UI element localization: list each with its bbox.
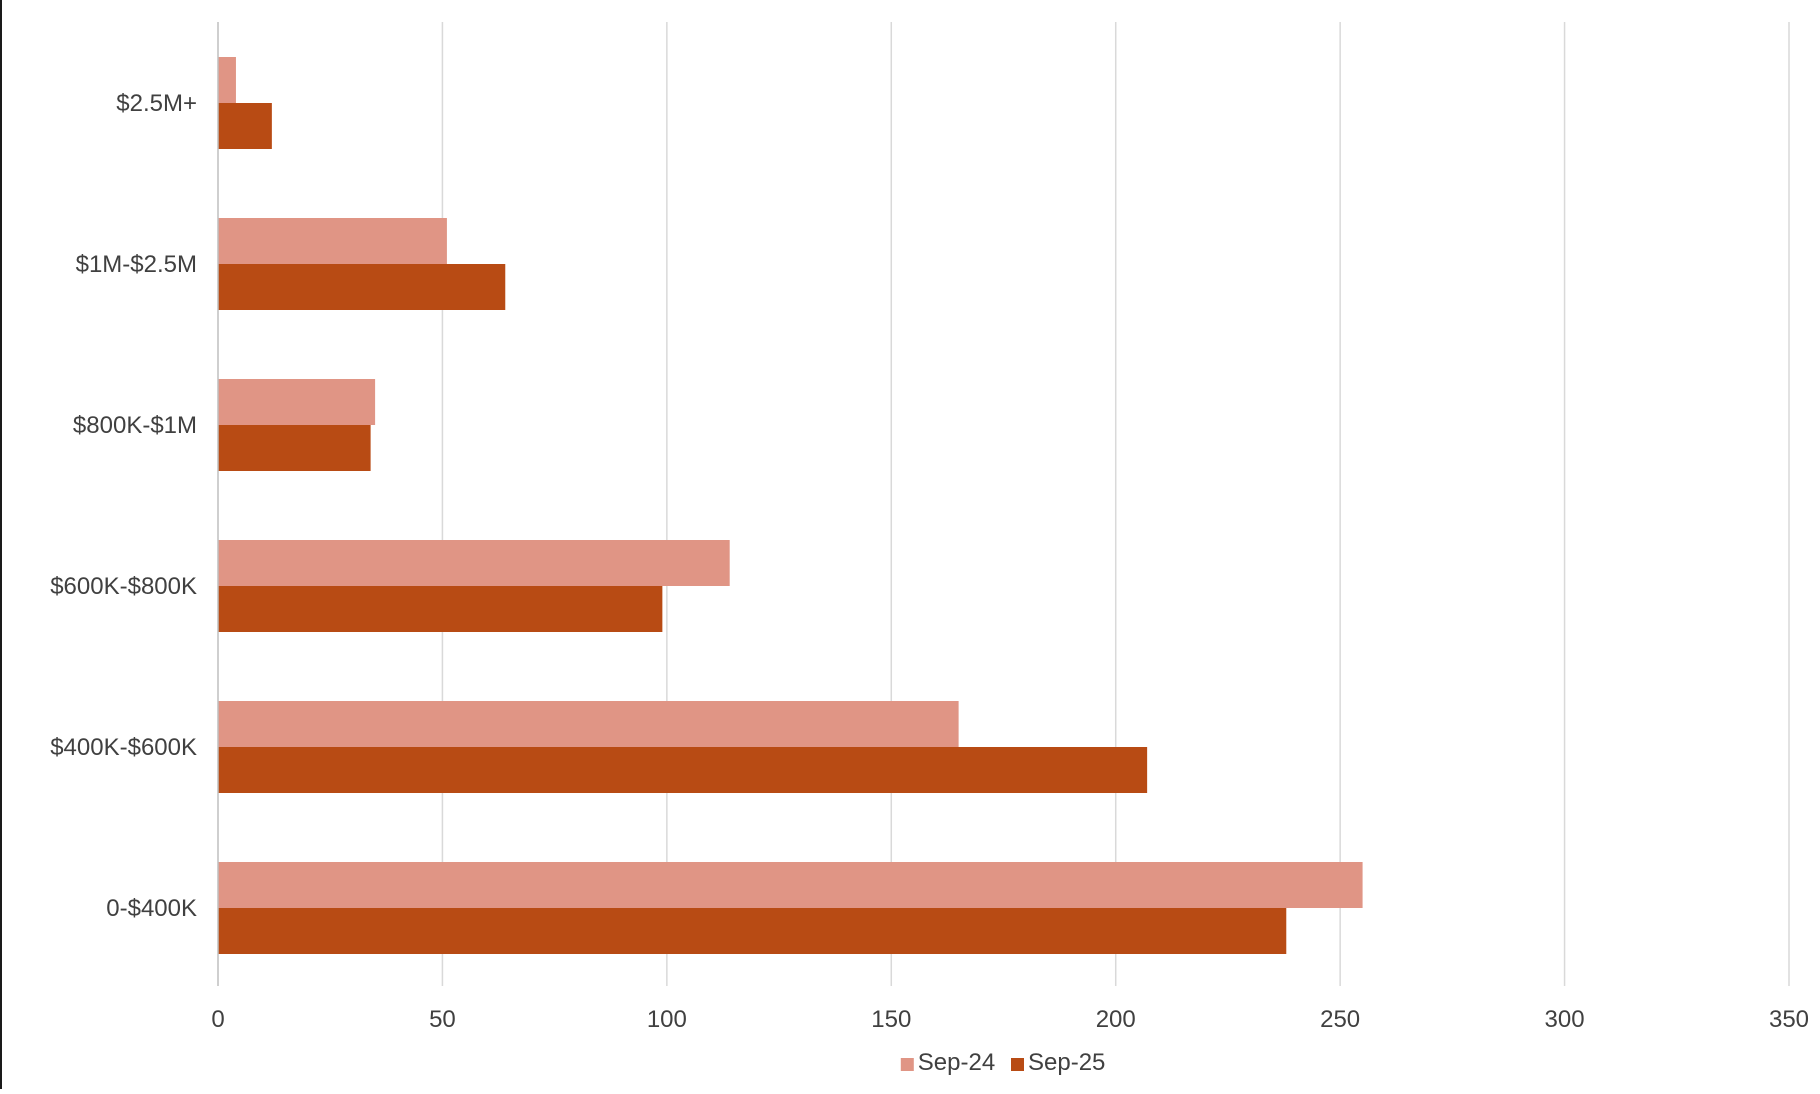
x-tick-label: 300 <box>1545 1006 1585 1033</box>
x-tick-label: 250 <box>1320 1006 1360 1033</box>
bar-sep-25-1 <box>218 264 506 310</box>
bar-sep-25-2 <box>218 425 371 471</box>
bar-sep-24-4 <box>218 701 959 747</box>
x-tick-label: 50 <box>429 1006 456 1033</box>
legend-swatch-sep-24 <box>900 1058 914 1071</box>
bars <box>218 57 1363 954</box>
bar-sep-25-5 <box>218 908 1287 954</box>
legend-label-sep-25: Sep-25 <box>1028 1049 1105 1076</box>
bar-sep-24-2 <box>218 379 376 425</box>
y-category-label: $1M-$2.5M <box>76 251 197 278</box>
x-tick-label: 200 <box>1096 1006 1136 1033</box>
frame-left-border <box>0 0 2 1089</box>
x-tick-label: 0 <box>211 1006 224 1033</box>
y-category-label: $800K-$1M <box>73 412 197 439</box>
bar-sep-24-0 <box>218 57 236 103</box>
x-tick-label: 150 <box>871 1006 911 1033</box>
y-category-label: $2.5M+ <box>116 90 197 117</box>
bar-sep-25-0 <box>218 103 272 149</box>
y-category-label: $400K-$600K <box>50 734 197 761</box>
bar-sep-24-1 <box>218 218 447 264</box>
bar-sep-25-3 <box>218 586 663 632</box>
gridlines <box>441 22 1790 986</box>
bar-sep-25-4 <box>218 747 1148 793</box>
x-tick-label: 350 <box>1769 1006 1809 1033</box>
legend-swatch-sep-25 <box>1011 1058 1024 1071</box>
legend: Sep-24 Sep-25 <box>900 1049 1105 1076</box>
legend-label-sep-24: Sep-24 <box>918 1049 995 1076</box>
y-category-label: 0-$400K <box>106 895 197 922</box>
tick-labels: 0 50 100 150 200 250 300 350 $2.5M+ $1M-$2.5M $800… <box>50 90 1809 1033</box>
bar-sep-24-3 <box>218 540 730 586</box>
y-category-label: $600K-$800K <box>50 573 197 600</box>
bar-sep-24-5 <box>218 862 1363 908</box>
x-tick-label: 100 <box>647 1006 687 1033</box>
